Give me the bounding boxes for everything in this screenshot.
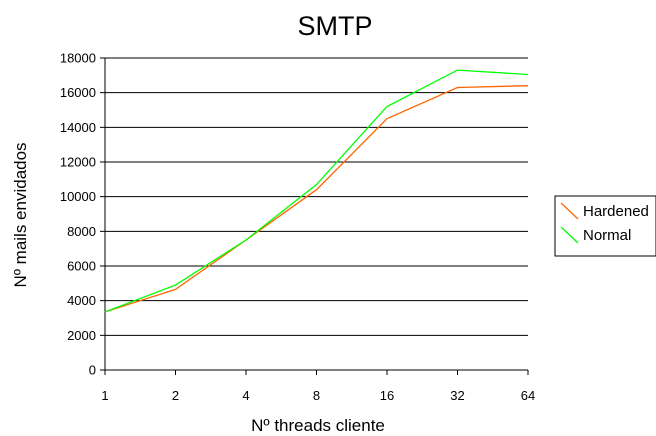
y-tick-label: 0 (89, 363, 96, 378)
legend: Hardened Normal (554, 195, 656, 257)
y-tick-label: 12000 (60, 155, 96, 170)
series-line-hardened (104, 85, 529, 313)
x-tick-labels: 1 2 4 8 16 32 64 (101, 388, 535, 403)
series-lines (104, 69, 529, 313)
y-tick-label: 16000 (60, 85, 96, 100)
y-tick-label: 4000 (67, 293, 96, 308)
x-tick-label: 4 (242, 388, 249, 403)
legend-label-normal: Normal (583, 227, 631, 244)
y-tick-label: 8000 (67, 224, 96, 239)
y-tick-label: 14000 (60, 120, 96, 135)
legend-label-hardened: Hardened (583, 203, 649, 220)
y-tick-labels: 0 2000 4000 6000 8000 10000 12000 14000 16000 180… (60, 51, 96, 378)
x-axis-title: Nº threads cliente (251, 416, 385, 435)
series-line-normal (104, 69, 529, 313)
x-tick-label: 32 (450, 388, 464, 403)
y-tick-label: 6000 (67, 259, 96, 274)
legend-box (554, 195, 656, 257)
x-tick-label: 64 (521, 388, 535, 403)
x-tick-label: 2 (172, 388, 179, 403)
chart-title: SMTP (297, 11, 372, 41)
x-tick-label: 16 (380, 388, 394, 403)
x-tick-label: 8 (313, 388, 320, 403)
y-tick-label: 2000 (67, 328, 96, 343)
legend-swatch-hardened (560, 202, 579, 220)
y-tick-label: 10000 (60, 189, 96, 204)
legend-swatch-normal (560, 226, 579, 244)
x-tick-label: 1 (101, 388, 108, 403)
y-tick-label: 18000 (60, 51, 96, 66)
y-axis-title: Nº mails envidados (11, 142, 30, 287)
gridlines (105, 57, 528, 336)
axes (100, 57, 529, 375)
